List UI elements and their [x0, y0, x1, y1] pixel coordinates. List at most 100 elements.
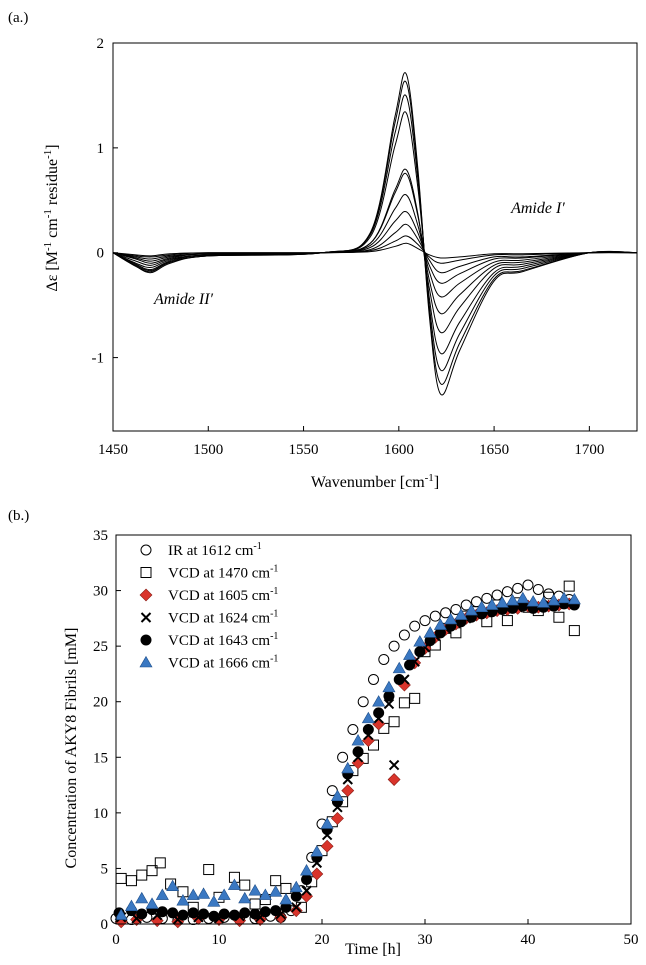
- series-6-point: [382, 680, 396, 693]
- legend-label-2: VCD at 1470 cm-1: [168, 564, 278, 582]
- series-5-point: [414, 646, 426, 658]
- series-5-point: [167, 907, 179, 919]
- series-6-point: [351, 734, 365, 746]
- series-2-point: [409, 692, 421, 704]
- panel-b-x-tick-label: 40: [521, 932, 536, 948]
- series-6-point: [145, 897, 159, 909]
- legend-marker-6: [139, 655, 153, 668]
- series-5-point: [259, 906, 271, 918]
- series-6-point: [464, 603, 478, 616]
- series-5-point: [393, 673, 405, 685]
- series-2-point: [388, 716, 400, 728]
- panel-a-y-tick-label: 0: [97, 246, 105, 262]
- series-5-point: [239, 907, 251, 919]
- series-1-point: [481, 592, 493, 604]
- series-1-point: [429, 610, 441, 622]
- spectrum-line-6: [112, 172, 638, 315]
- series-6-point: [557, 591, 571, 604]
- panel-b-y-axis-title: Concentration of AKY8 Fibrils [mM]: [63, 628, 80, 869]
- panel-a-spectra-chart: (a.) 1450 1500 1550 1600 1650 1700 -1 0 1 2 Amide…: [8, 10, 638, 491]
- series-1-point: [440, 607, 452, 619]
- panel-b-y-tick-label: 30: [93, 584, 108, 600]
- series-6-point: [269, 885, 283, 897]
- series-6-point: [506, 593, 520, 606]
- series-1-point: [532, 583, 544, 595]
- series-5-point: [270, 905, 282, 917]
- legend-entry-6: VCD at 1666 cm-1: [139, 654, 278, 672]
- panel-b-x-tick-label: 0: [112, 932, 120, 948]
- series-6-point: [227, 878, 241, 890]
- series-6-point: [495, 596, 509, 608]
- series-6-point: [454, 608, 468, 620]
- series-5-point: [290, 890, 302, 902]
- legend-entry-5: VCD at 1643 cm-1: [140, 631, 278, 649]
- series-6-point: [413, 635, 427, 647]
- panel-b-x-tick-label: 50: [624, 932, 639, 948]
- series-1-point: [512, 582, 524, 594]
- series-2-point: [249, 898, 261, 910]
- spectrum-line-9: [112, 94, 638, 372]
- spectrum-line-2: [112, 235, 638, 264]
- legend-label-3: VCD at 1605 cm-1: [168, 586, 278, 604]
- series-2-point: [280, 882, 292, 894]
- spectrum-line-10: [112, 80, 638, 385]
- series-6-point: [124, 899, 138, 912]
- series-4-point: [388, 759, 400, 771]
- series-5-point: [383, 690, 395, 702]
- series-3-point: [331, 811, 344, 825]
- panel-b-x-tick-label: 20: [315, 932, 330, 948]
- panel-a-ticks: 1450 1500 1550 1600 1650 1700 -1 0 1 2: [92, 36, 605, 458]
- legend-label-5: VCD at 1643 cm-1: [168, 631, 278, 649]
- panel-b-plot-frame: [115, 534, 632, 925]
- panel-a-x-tick-label: 1600: [384, 442, 414, 458]
- series-6-point: [176, 894, 190, 906]
- series-6-point: [114, 908, 128, 920]
- panel-b-x-tick-label: 10: [212, 932, 227, 948]
- series-1-point: [357, 696, 369, 708]
- legend-marker-1: [140, 544, 152, 556]
- legend-entry-4: VCD at 1624 cm-1: [140, 609, 278, 627]
- series-5-point: [208, 910, 220, 922]
- spectrum-line-3: [112, 223, 638, 274]
- panel-b-label: (b.): [8, 508, 29, 524]
- series-5-point: [156, 906, 168, 918]
- series-1-point: [368, 673, 379, 685]
- panel-a-x-tick-label: 1550: [289, 442, 319, 458]
- series-5-point: [136, 908, 148, 920]
- series-3-point: [310, 867, 324, 881]
- series-2-point: [203, 864, 215, 876]
- panel-a-y-tick-label: -1: [92, 351, 105, 367]
- panel-b-y-tick-label: 15: [93, 750, 108, 766]
- legend-label-1: IR at 1612 cm-1: [168, 541, 262, 559]
- series-2-point: [115, 872, 127, 884]
- panel-a-y-tick-label: 2: [97, 36, 105, 52]
- series-2-point: [239, 879, 251, 891]
- series-2-point: [563, 580, 575, 592]
- spectrum-line-11: [112, 72, 638, 396]
- series-6-point: [310, 845, 324, 857]
- series-6-point: [186, 888, 200, 900]
- series-2-point: [568, 625, 580, 637]
- series-1-point: [337, 751, 349, 763]
- panel-b-kinetics-chart: (b.) 0 10 20 30 40 50 0 5 10 15 20 25 30 35 IR at 161…: [8, 508, 639, 958]
- series-2-point: [125, 875, 137, 887]
- series-6-point: [155, 888, 169, 900]
- series-6-point: [197, 887, 211, 899]
- series-1-point: [419, 615, 431, 627]
- series-6-point: [433, 618, 447, 630]
- series-2-point: [270, 875, 282, 887]
- series-3-point: [289, 904, 303, 918]
- series-2-point: [553, 611, 565, 623]
- series-3-point: [387, 773, 401, 786]
- panel-b-y-tick-label: 5: [101, 861, 109, 877]
- legend-marker-4: [140, 612, 152, 623]
- panel-a-y-tick-label: 1: [97, 141, 105, 157]
- series-6-point: [403, 648, 417, 660]
- panel-b-data-points: [110, 579, 581, 929]
- series-5-point: [404, 659, 416, 671]
- series-1-point: [491, 589, 503, 601]
- series-6-point: [444, 612, 458, 625]
- panel-a-y-axis-title: Δε [M-1 cm-1 residue-1]: [42, 144, 61, 291]
- series-2-point: [146, 865, 158, 877]
